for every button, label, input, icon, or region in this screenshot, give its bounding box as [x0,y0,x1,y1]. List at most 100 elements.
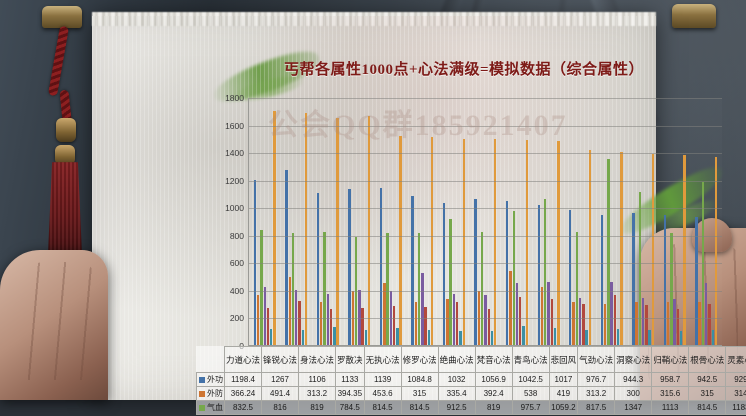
bar [576,232,578,345]
bar [670,233,672,345]
table-cell: 419 [549,387,578,401]
bar [708,304,710,345]
table-cell: 814.5 [364,401,401,415]
table-cell: 491.4 [262,387,299,401]
bar [551,299,553,345]
bar [652,154,654,346]
table-cell: 817.5 [578,401,615,415]
bar [506,201,508,345]
bar [673,299,675,345]
scroll-finial-right [672,4,716,28]
table-column-header: 洞察心法 [615,347,652,373]
bar [365,330,367,345]
table-cell: 942.5 [689,373,726,387]
hand-left [0,250,108,400]
bar [260,230,262,345]
bar [667,302,669,345]
table-cell: 315.6 [652,387,689,401]
bar [298,301,300,345]
table-cell: 315 [401,387,438,401]
bar [494,139,496,345]
bar [292,233,294,345]
table-column-header: 根骨心法 [689,347,726,373]
y-axis-tick-label: 800 [230,231,244,241]
bar-group [690,98,722,345]
table-cell: 315 [689,387,726,401]
bar [317,193,319,345]
table-corner-cell [197,347,225,373]
scroll-finial-left [42,6,82,28]
bar [456,302,458,345]
bar [327,294,329,345]
bar [572,302,574,345]
bar [348,189,350,345]
bar [336,118,338,345]
table-cell: 1347 [615,401,652,415]
table-column-header: 梵音心法 [475,347,512,373]
table-cell: 912.5 [438,401,475,415]
bar-group [501,98,533,345]
table-cell: 976.7 [578,373,615,387]
bar [522,326,524,345]
table-column-header: 修罗心法 [401,347,438,373]
bar [538,205,540,345]
bar-group [344,98,376,345]
gridline [249,236,722,237]
y-axis-tick-label: 1200 [225,176,244,186]
bar [305,113,307,345]
table-cell: 313.2 [299,387,336,401]
table-cell: 1267 [262,373,299,387]
table-column-header: 气劲心法 [578,347,615,373]
bar [491,331,493,345]
bar [443,203,445,345]
bar [604,304,606,345]
table-cell: 958.7 [652,373,689,387]
bar-group [596,98,628,345]
bar [289,277,291,345]
bar [424,307,426,345]
bar [582,304,584,345]
table-cell: 1113 [652,401,689,415]
table-row-header: 外防 [197,387,225,401]
bar [639,192,641,345]
table-cell: 366.24 [225,387,262,401]
bar [569,210,571,345]
table-cell: 394.35 [336,387,365,401]
bar [264,287,266,345]
bar [431,137,433,345]
bar [677,309,679,345]
table-cell: 392.4 [475,387,512,401]
data-table-container: 力道心法锋锐心法身法心法罗散决无执心法修罗心法绝曲心法梵音心法青鸟心法悲回风气劲… [196,346,724,415]
bar [396,328,398,345]
table-cell: 1106 [299,373,336,387]
bar [463,139,465,345]
bar [474,199,476,345]
table-cell: 1183.5 [726,401,746,415]
bar [683,155,685,345]
bar [270,329,272,345]
bar-groups [249,98,722,345]
bars-container [248,98,722,346]
gridline [249,318,722,319]
bar-group [407,98,439,345]
legend-swatch-icon [199,377,205,383]
bar-group [438,98,470,345]
bar [393,306,395,345]
table-cell: 1056.9 [475,373,512,387]
table-cell: 1042.5 [512,373,549,387]
bar [428,330,430,345]
bar [642,298,644,345]
gridline [249,98,722,99]
gridline [249,153,722,154]
bar-group [564,98,596,345]
bar [273,111,275,345]
bar [421,273,423,345]
bar [418,233,420,345]
table-column-header: 力道心法 [225,347,262,373]
bar [680,331,682,345]
table-cell: 819 [299,401,336,415]
bar [333,327,335,345]
gridline [249,263,722,264]
